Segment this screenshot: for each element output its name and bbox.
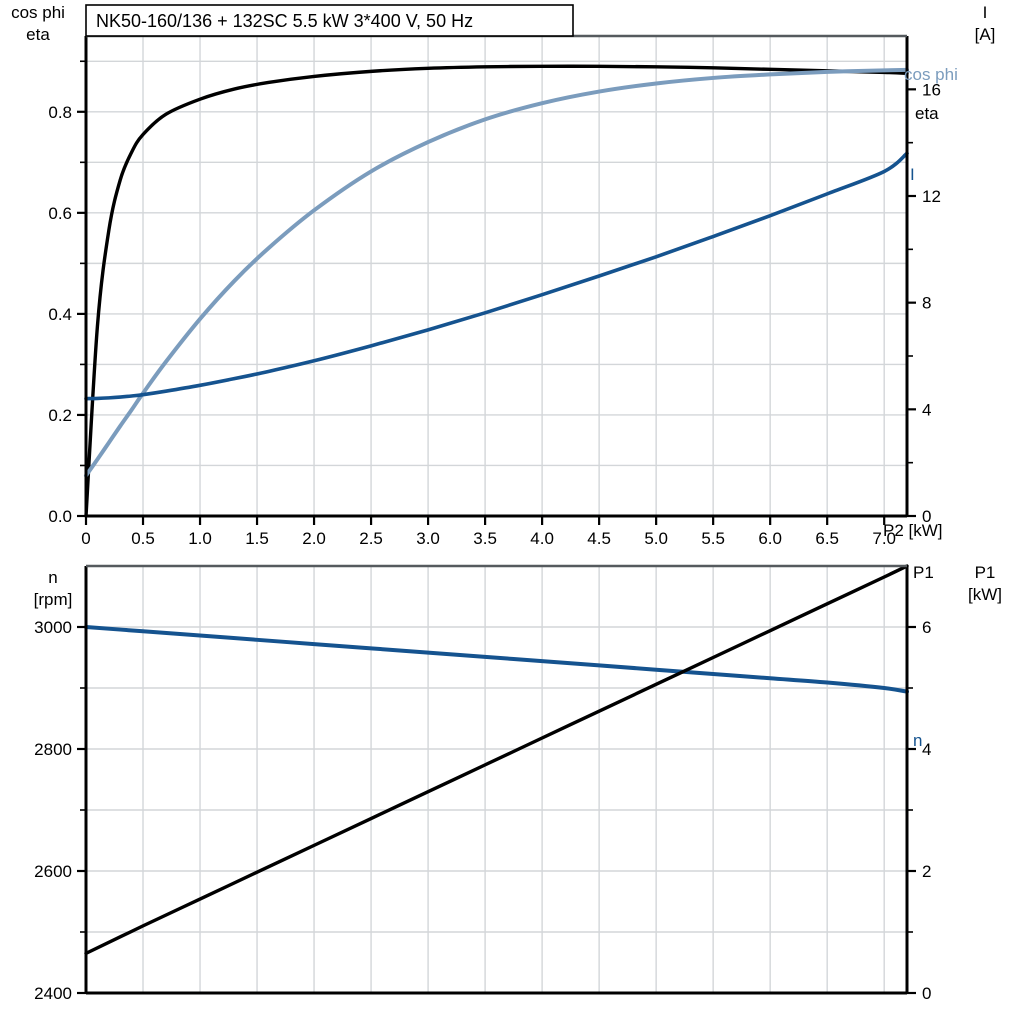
top-x-tick-label: 6.5 <box>815 529 839 548</box>
bottom-right-tick-label: 0 <box>922 984 931 1003</box>
top-x-tick-label: 5.5 <box>701 529 725 548</box>
top-x-tick-label: 3.0 <box>416 529 440 548</box>
top-right-tick-label: 16 <box>922 80 941 99</box>
bottom-right-tick-label: 2 <box>922 862 931 881</box>
curve-label-eta: eta <box>915 104 939 123</box>
bottom-right-tick-label: 4 <box>922 740 931 759</box>
series-cos-phi <box>84 67 909 478</box>
bottom-chart-curves <box>84 564 909 956</box>
top-x-tick-label: 2.5 <box>359 529 383 548</box>
top-right-axis-name-line1: I <box>983 3 988 22</box>
top-x-tick-label: 1.0 <box>188 529 212 548</box>
top-left-tick-label: 0.6 <box>48 204 72 223</box>
curve-label-p1: P1 <box>913 563 934 582</box>
series-P1 <box>84 564 909 956</box>
bottom-chart-tick-labels: 2400 2600 2800 3000 0 2 4 6 <box>34 618 931 1003</box>
top-x-tick-label: 5.0 <box>644 529 668 548</box>
series-I <box>84 151 909 401</box>
top-chart-gridlines <box>86 36 907 516</box>
top-right-tick-label: 4 <box>922 400 931 419</box>
bottom-left-tick-label: 2400 <box>34 984 72 1003</box>
top-x-tick-label: 0 <box>81 529 90 548</box>
bottom-left-axis-name-line1: n <box>48 568 57 587</box>
top-x-tick-label: 0.5 <box>131 529 155 548</box>
top-x-axis-name: P2 [kW] <box>883 521 943 540</box>
top-left-tick-label: 0.8 <box>48 103 72 122</box>
curve-label-current: I <box>910 165 915 184</box>
top-chart-tick-labels: 0.0 0.2 0.4 0.6 0.8 0 4 8 12 16 0 0.5 1.0 1.5 2.0 2.5 3.… <box>48 80 941 548</box>
top-left-tick-label: 0.0 <box>48 507 72 526</box>
top-chart-curves <box>84 64 909 518</box>
bottom-right-axis-name-line2: [kW] <box>968 585 1002 604</box>
top-x-tick-label: 4.5 <box>587 529 611 548</box>
bottom-left-tick-label: 2800 <box>34 740 72 759</box>
top-x-tick-label: 1.5 <box>245 529 269 548</box>
top-left-axis-name-line2: eta <box>26 25 50 44</box>
curve-label-n: n <box>913 731 922 750</box>
chart-title: NK50-160/136 + 132SC 5.5 kW 3*400 V, 50 … <box>96 11 473 31</box>
series-eta <box>84 64 909 518</box>
top-right-axis-name-line2: [A] <box>975 25 996 44</box>
top-right-tick-label: 12 <box>922 187 941 206</box>
curve-label-cos-phi: cos phi <box>904 65 958 84</box>
title-box <box>85 4 574 37</box>
top-left-axis-name-line1: cos phi <box>11 3 65 22</box>
top-left-tick-label: 0.2 <box>48 406 72 425</box>
top-x-tick-label: 3.5 <box>473 529 497 548</box>
top-right-tick-label: 0 <box>922 507 931 526</box>
bottom-right-tick-label: 6 <box>922 618 931 637</box>
top-x-tick-label: 6.0 <box>758 529 782 548</box>
bottom-left-tick-label: 3000 <box>34 618 72 637</box>
series-n <box>84 625 909 694</box>
top-x-tick-label: 4.0 <box>530 529 554 548</box>
top-x-tick-label: 7.0 <box>872 529 896 548</box>
bottom-chart-ticks <box>77 625 916 995</box>
bottom-chart-frame <box>84 564 909 995</box>
bottom-left-tick-label: 2600 <box>34 862 72 881</box>
top-chart-ticks <box>77 60 916 525</box>
top-x-tick-label: 2.0 <box>302 529 326 548</box>
bottom-right-axis-name-line1: P1 <box>975 563 996 582</box>
bottom-left-axis-name-line2: [rpm] <box>34 590 73 609</box>
top-left-tick-label: 0.4 <box>48 305 72 324</box>
top-right-tick-label: 8 <box>922 294 931 313</box>
